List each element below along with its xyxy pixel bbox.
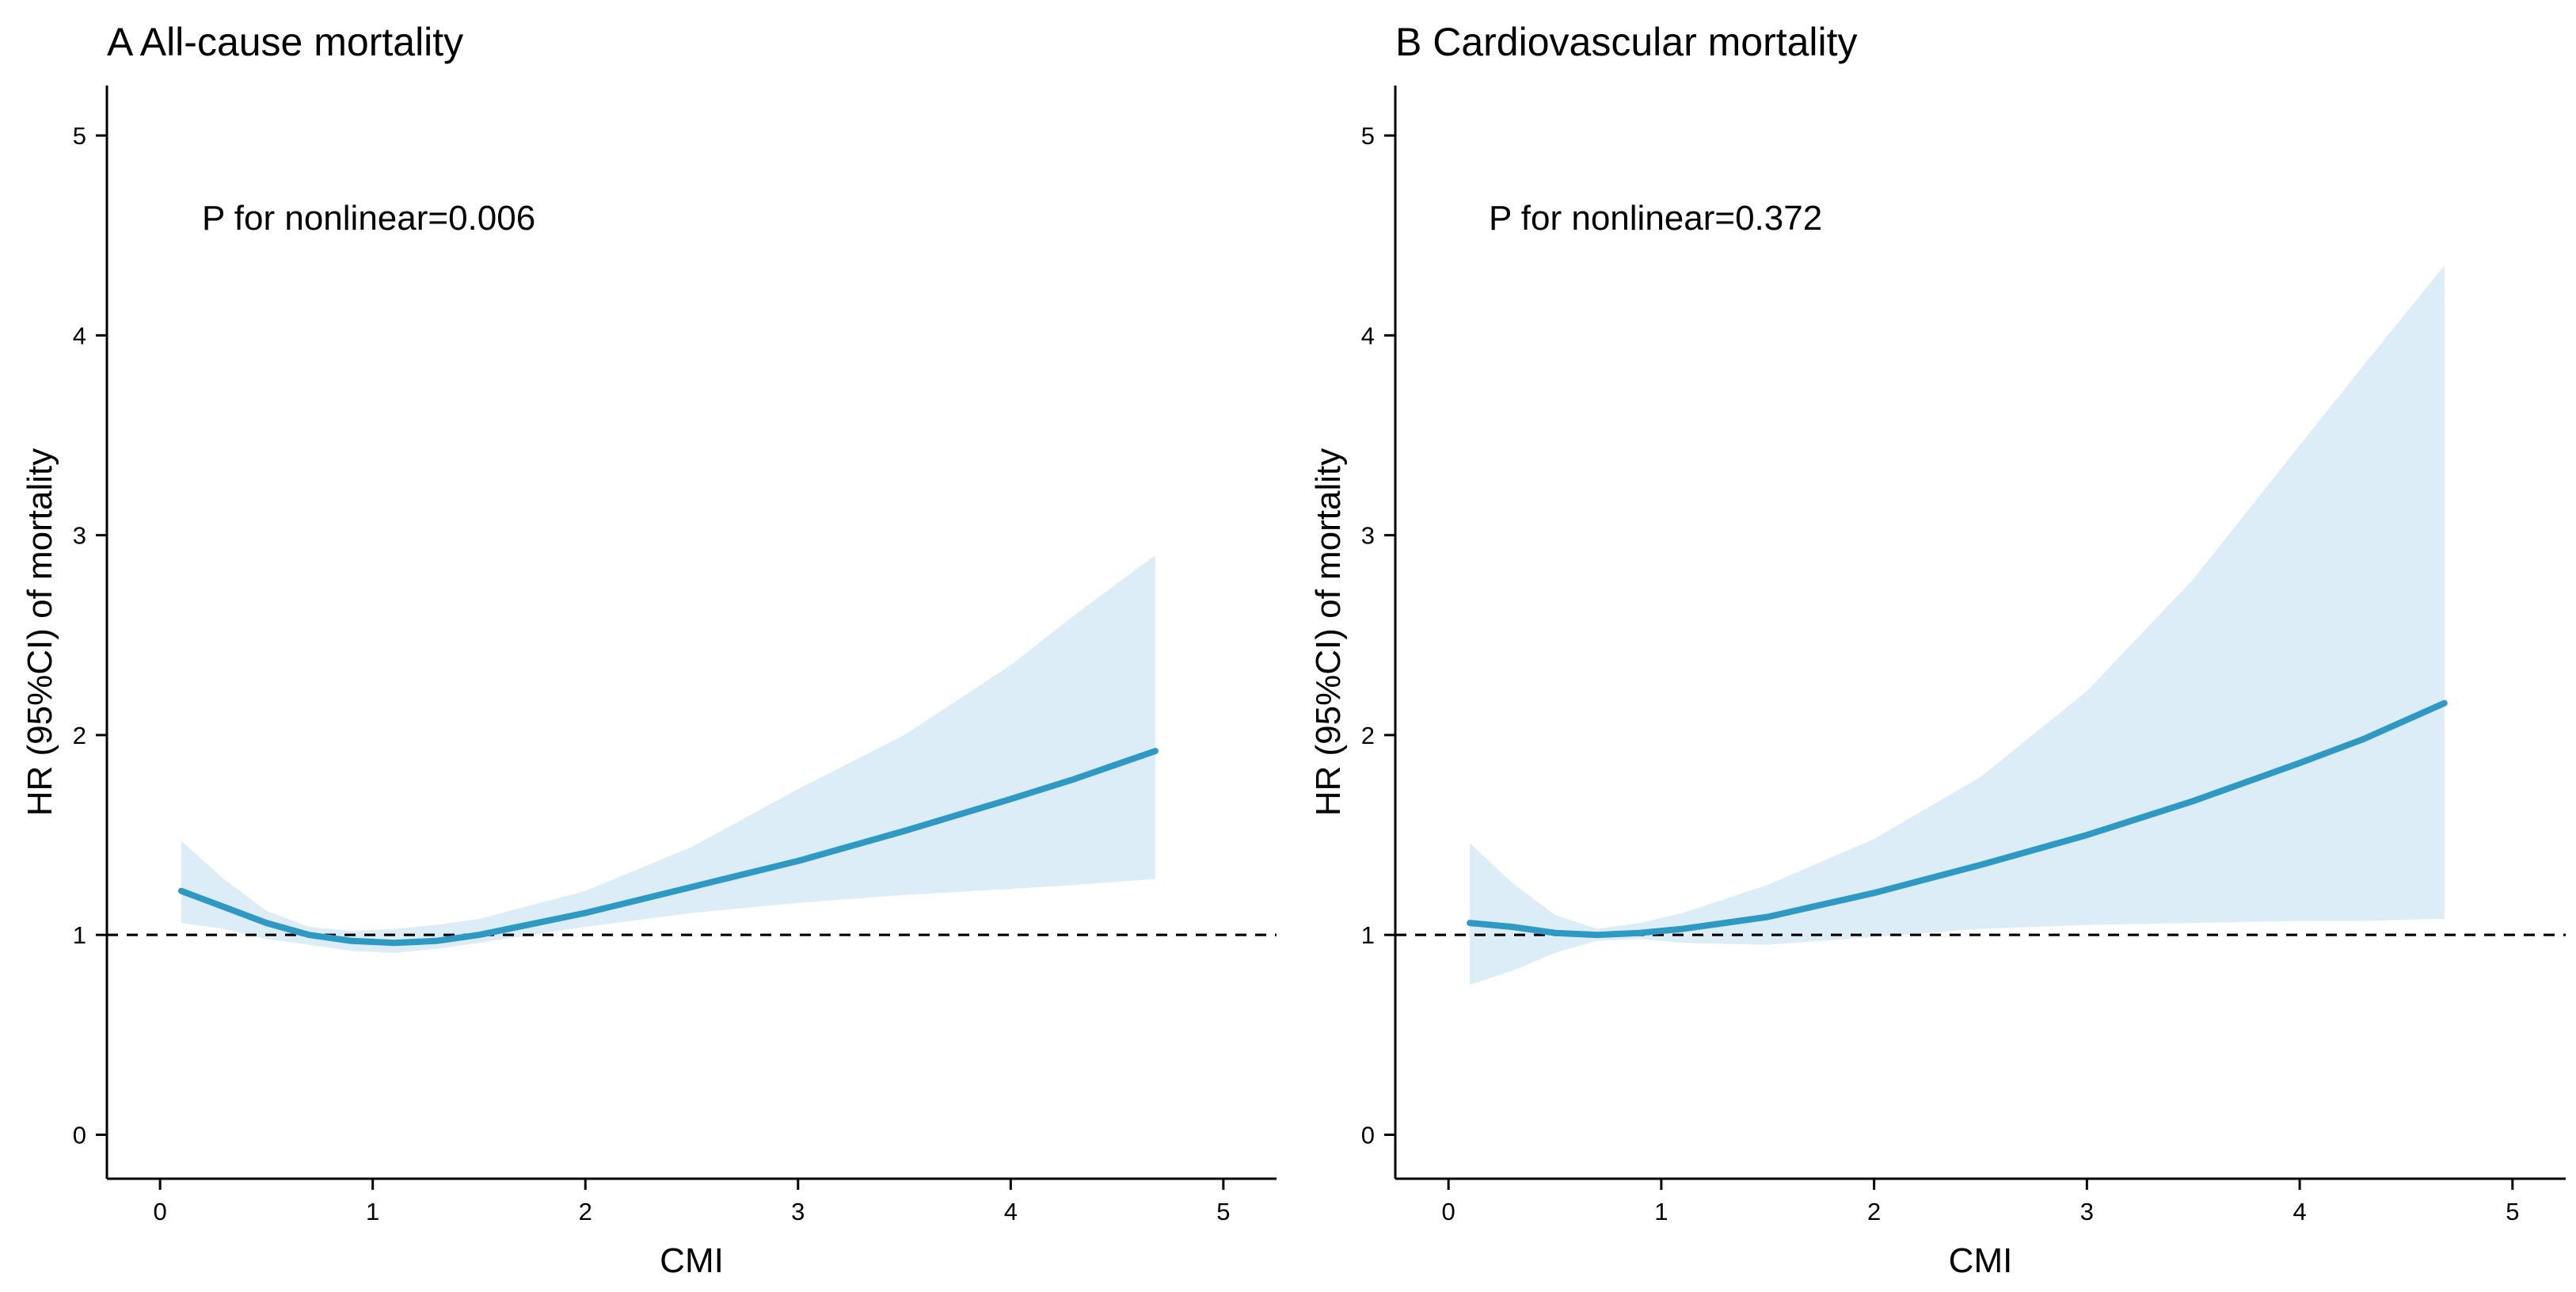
panel-b-hr-curve [1467,699,2448,939]
panel-b-x-tick-label: 0 [1442,1198,1455,1225]
panel-a-x-label: CMI [660,1241,724,1280]
panel-a-y-tick-label: 3 [73,522,86,550]
panel-b-x-tick-label: 2 [1867,1198,1881,1225]
panel-a-ci-band [181,555,1155,953]
panel-a-x-tick-label: 2 [579,1198,592,1225]
panel-b-x-tick-label: 5 [2506,1198,2519,1225]
panel-a-x-tick-label: 3 [791,1198,805,1225]
panel-b-x-tick-label: 4 [2293,1198,2306,1225]
panel-b-x-tick-label: 1 [1654,1198,1668,1225]
panel-a-y-tick-label: 5 [73,122,86,150]
panel-a-y-tick-label: 2 [73,722,86,749]
panel-a-x-tick-label: 4 [1004,1198,1018,1225]
panel-a-x-tick-label: 5 [1216,1198,1230,1225]
panel-a-y-tick-label: 4 [73,322,86,349]
panel-b-y-label: HR (95%CI) of mortality [1309,448,1348,817]
panel-a-annotation: P for nonlinear=0.006 [202,199,535,238]
panel-b-y-tick-label: 4 [1361,322,1375,349]
panel-a-x-tick-label: 0 [154,1198,167,1225]
panel-a-hr-curve [178,748,1159,947]
panel-b-title: B Cardiovascular mortality [1395,20,1858,64]
panel-a: 0 1 2 3 4 5 0 1 2 3 4 5 A All-cause mortality P fo… [21,20,1277,1280]
panel-a-y-tick-label: 1 [73,921,86,949]
panel-a-title: A All-cause mortality [107,20,463,64]
panel-b-y-tick-label: 5 [1361,122,1375,150]
panel-b: 0 1 2 3 4 5 0 1 2 3 4 5 B Cardiovascular mortality… [1309,20,2566,1280]
panel-b-annotation: P for nonlinear=0.372 [1489,199,1822,238]
panel-a-x-tick-label: 1 [366,1198,379,1225]
panel-b-ci-band [1470,265,2445,985]
panel-b-y-tick-label: 3 [1361,522,1375,550]
panel-b-y-tick-label: 2 [1361,722,1375,749]
panel-b-y-tick-label: 0 [1361,1121,1375,1149]
panel-a-y-label: HR (95%CI) of mortality [21,448,59,817]
panel-b-x-tick-label: 3 [2080,1198,2094,1225]
panel-a-y-tick-label: 0 [73,1121,86,1149]
panel-b-y-tick-label: 1 [1361,921,1375,949]
panel-b-x-label: CMI [1949,1241,2013,1280]
